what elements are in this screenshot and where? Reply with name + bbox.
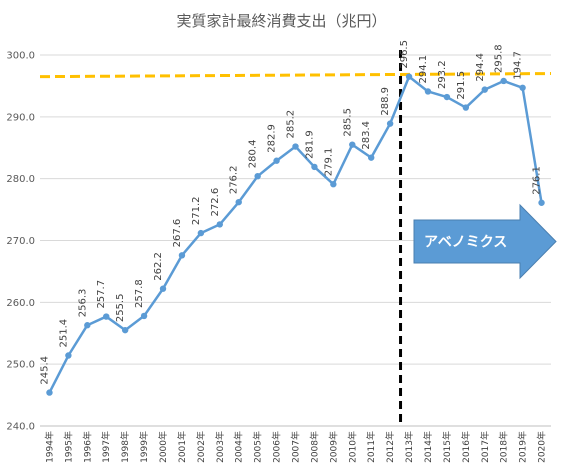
x-tick-label: 2013年 (403, 431, 415, 463)
data-label: 291.5 (456, 71, 467, 100)
data-label: 296.5 (399, 40, 410, 69)
data-point (140, 312, 148, 320)
data-label: 282.9 (267, 124, 278, 153)
x-tick-label: 2009年 (327, 431, 339, 463)
data-label: 285.2 (286, 110, 297, 139)
data-label: 271.2 (191, 196, 202, 225)
x-tick-label: 2003年 (214, 431, 226, 463)
x-tick-label: 1995年 (62, 431, 74, 463)
chart-title: 実質家計最終消費支出（兆円） (176, 12, 387, 30)
y-tick-label: 280.0 (6, 174, 35, 185)
annotation-arrow-layer: アベノミクス (413, 203, 557, 280)
data-label: 272.6 (210, 188, 221, 217)
x-tick-label: 2001年 (176, 431, 188, 463)
data-point (349, 141, 356, 148)
data-label: 295.8 (494, 44, 505, 73)
x-tick-label: 2000年 (157, 431, 169, 463)
data-label: 256.3 (77, 289, 88, 318)
data-point (405, 73, 413, 80)
data-label: 283.4 (361, 121, 372, 150)
data-label: 293.2 (437, 60, 448, 89)
data-label: 276.2 (229, 166, 240, 195)
data-label: 294.1 (418, 55, 429, 84)
y-tick-label: 290.0 (6, 112, 35, 123)
data-point (330, 181, 337, 188)
data-point (443, 93, 451, 101)
reference-line-layer (39, 72, 552, 79)
x-tick-label: 2004年 (233, 431, 245, 463)
data-label: 279.1 (323, 148, 334, 177)
data-point (462, 104, 470, 111)
data-point (216, 221, 223, 228)
x-tick-label: 2018年 (498, 431, 510, 463)
x-axis-ticks: 1994年 1995年 1996年 1997年 1998年 1999年 2000年 2001年… (43, 431, 547, 463)
data-label: 257.8 (134, 279, 145, 308)
y-tick-label: 250.0 (6, 360, 35, 371)
point-layer (46, 73, 545, 396)
data-label: 285.5 (342, 108, 353, 137)
y-tick-label: 270.0 (6, 236, 35, 247)
data-point (424, 88, 432, 95)
x-tick-label: 2008年 (308, 431, 320, 463)
annotation-arrow (413, 203, 557, 280)
y-tick-label: 300.0 (6, 51, 35, 62)
data-label: 262.2 (153, 252, 164, 281)
data-point (103, 313, 110, 320)
data-point (292, 143, 299, 150)
x-tick-label: 1997年 (100, 431, 112, 463)
data-label: 294.4 (475, 53, 486, 82)
data-point (65, 352, 72, 359)
data-point (84, 322, 91, 329)
data-label: 281.9 (304, 130, 315, 159)
data-label: 267.6 (172, 219, 183, 248)
data-point (273, 157, 280, 164)
x-tick-label: 2002年 (195, 431, 207, 463)
x-tick-label: 2019年 (517, 431, 529, 463)
data-point (235, 198, 242, 206)
x-tick-label: 1999年 (138, 431, 150, 463)
data-label: 251.4 (58, 319, 69, 348)
data-label: 194.7 (513, 51, 524, 80)
x-tick-label: 2011年 (365, 431, 377, 463)
data-label-layer: 245.4 251.4 256.3 257.7 255.5 257.8 262.2 267.6… (39, 40, 542, 385)
data-point (500, 77, 507, 85)
y-tick-label: 260.0 (6, 298, 35, 309)
data-point (197, 229, 205, 237)
data-label: 245.4 (39, 356, 50, 385)
data-point (538, 199, 545, 206)
x-tick-label: 2017年 (479, 431, 491, 463)
data-point (121, 326, 129, 334)
annotation-text: アベノミクス (424, 235, 507, 251)
x-tick-label: 2007年 (290, 431, 302, 463)
reference-line (39, 72, 552, 79)
data-label: 280.4 (248, 140, 259, 169)
data-point (178, 252, 186, 259)
data-label: 288.9 (380, 87, 391, 116)
x-tick-label: 2006年 (271, 431, 283, 463)
data-point (519, 84, 526, 91)
x-tick-label: 2020年 (536, 431, 548, 463)
x-tick-label: 2015年 (441, 431, 453, 463)
x-tick-label: 2016年 (460, 431, 472, 463)
x-tick-label: 2010年 (346, 431, 358, 463)
data-label: 276.1 (532, 166, 543, 195)
x-tick-label: 2014年 (422, 431, 434, 463)
x-tick-label: 1994年 (43, 431, 55, 463)
data-point (481, 86, 488, 93)
y-tick-label: 240.0 (6, 422, 35, 433)
x-tick-label: 2005年 (252, 431, 264, 463)
x-tick-label: 2012年 (384, 431, 396, 463)
data-point (368, 154, 375, 161)
data-point (254, 172, 261, 180)
x-tick-label: 1998年 (119, 431, 131, 463)
data-label: 255.5 (115, 294, 126, 323)
data-point (311, 163, 318, 171)
data-point (386, 120, 394, 127)
data-point (46, 389, 53, 396)
y-axis-ticks: 240.0 250.0 260.0 270.0 280.0 290.0 300.0 (6, 51, 35, 433)
data-label: 257.7 (96, 280, 107, 309)
x-tick-label: 1996年 (81, 431, 93, 463)
data-point (159, 285, 167, 292)
